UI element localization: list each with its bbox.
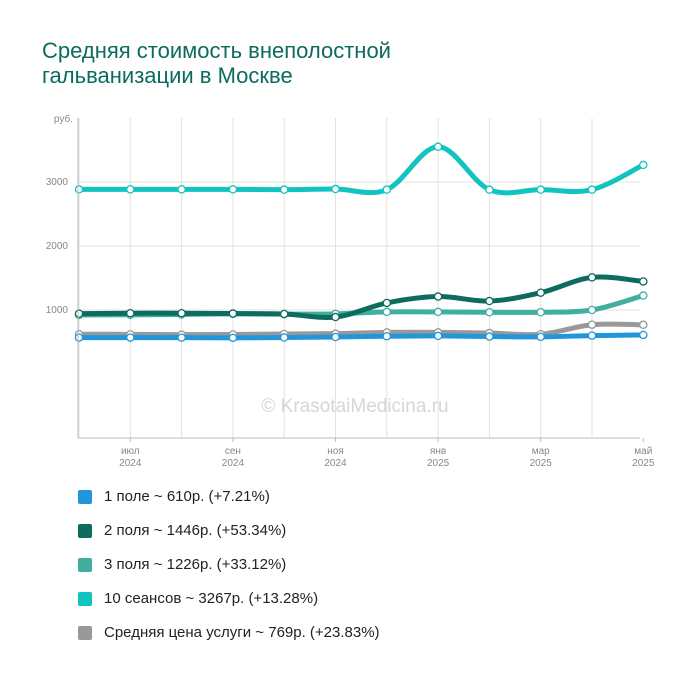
legend-label: 2 поля ~ 1446р. (+53.34%) [104, 522, 287, 539]
data-point[interactable] [587, 273, 597, 282]
legend-item[interactable]: 1 поле ~ 610р. (+7.21%) [78, 488, 380, 522]
data-point[interactable] [536, 288, 545, 297]
data-point[interactable] [331, 312, 340, 322]
legend: 1 поле ~ 610р. (+7.21%) 2 поля ~ 1446р. (… [78, 488, 380, 658]
data-point[interactable] [74, 309, 84, 318]
legend-item[interactable]: Средняя цена услуги ~ 769р. (+23.83%) [78, 624, 380, 658]
x-tick-label: янв [430, 446, 446, 457]
data-point[interactable] [228, 185, 238, 194]
series-10 сеансов [74, 142, 648, 196]
x-tick-year: 2025 [632, 458, 655, 469]
x-tick-label: июл [121, 446, 140, 457]
x-tick-label: сен [225, 446, 241, 457]
legend-swatch [78, 592, 92, 606]
x-tick-year: 2024 [119, 458, 142, 469]
data-point[interactable] [536, 332, 545, 342]
data-point[interactable] [536, 307, 545, 317]
chart-title-line-1: Средняя стоимость внеполостной [42, 38, 391, 63]
data-point[interactable] [331, 332, 340, 342]
grid [78, 118, 640, 438]
data-point[interactable] [177, 308, 186, 318]
legend-swatch [78, 558, 92, 572]
data-point[interactable] [74, 333, 84, 342]
axes: руб.100020003000июл2024сен2024ноя2024янв… [46, 113, 655, 469]
data-point[interactable] [433, 292, 443, 301]
series-line [76, 332, 646, 341]
series-2 поля [74, 273, 648, 322]
data-point[interactable] [639, 291, 648, 300]
data-point[interactable] [639, 330, 648, 340]
data-point[interactable] [279, 333, 289, 342]
data-point[interactable] [485, 307, 494, 317]
series-lines [74, 142, 648, 343]
data-point[interactable] [639, 277, 648, 286]
x-tick-year: 2025 [530, 458, 553, 469]
legend-item[interactable]: 2 поля ~ 1446р. (+53.34%) [78, 522, 380, 556]
data-point[interactable] [639, 320, 648, 330]
series-1 поле [74, 330, 648, 343]
series-line [76, 274, 646, 320]
legend-item[interactable]: 10 сеансов ~ 3267р. (+13.28%) [78, 590, 380, 624]
data-point[interactable] [485, 185, 494, 194]
data-point[interactable] [74, 185, 84, 194]
data-point[interactable] [587, 331, 597, 340]
y-tick-label: 2000 [46, 241, 69, 252]
data-point[interactable] [587, 320, 597, 329]
legend-item[interactable]: 3 поля ~ 1226р. (+33.12%) [78, 556, 380, 590]
data-point[interactable] [228, 309, 238, 318]
legend-label: 3 поля ~ 1226р. (+33.12%) [104, 556, 287, 573]
data-point[interactable] [331, 184, 340, 194]
data-point[interactable] [433, 307, 443, 317]
legend-label: 1 поле ~ 610р. (+7.21%) [104, 488, 270, 505]
line-chart: © KrasotaiMedicina.ru руб. 1000 2000 3000 ию… [46, 113, 655, 469]
data-point[interactable] [485, 296, 494, 306]
data-point[interactable] [279, 185, 289, 194]
x-tick-label: ноя [327, 446, 344, 457]
data-point[interactable] [433, 331, 443, 341]
x-tick-year: 2024 [324, 458, 347, 469]
series-line [76, 144, 646, 196]
data-point[interactable] [382, 185, 392, 194]
data-point[interactable] [279, 309, 289, 319]
x-tick-year: 2025 [427, 458, 450, 469]
data-point[interactable] [382, 298, 392, 308]
data-point[interactable] [536, 185, 545, 194]
x-tick-year: 2024 [222, 458, 245, 469]
y-tick-label: 1000 [46, 305, 69, 316]
x-tick-label: мар [532, 446, 550, 457]
data-point[interactable] [382, 331, 392, 341]
y-tick-label: 3000 [46, 177, 69, 188]
legend-swatch [78, 524, 92, 538]
data-point[interactable] [587, 185, 597, 194]
data-point[interactable] [485, 332, 494, 341]
data-point[interactable] [433, 142, 443, 152]
data-point[interactable] [382, 307, 392, 317]
data-point[interactable] [177, 333, 186, 342]
data-point[interactable] [126, 308, 135, 318]
watermark: © KrasotaiMedicina.ru [261, 396, 448, 417]
legend-label: Средняя цена услуги ~ 769р. (+23.83%) [104, 624, 380, 641]
data-point[interactable] [126, 333, 135, 342]
series-line [76, 321, 646, 338]
x-tick-label: май [634, 446, 652, 457]
legend-swatch [78, 626, 92, 640]
chart-title-line-2: гальванизации в Москве [42, 63, 293, 88]
data-point[interactable] [587, 305, 597, 315]
data-point[interactable] [639, 160, 648, 170]
y-axis-unit: руб. [54, 113, 73, 125]
data-point[interactable] [177, 185, 186, 194]
chart-title: Средняя стоимость внеполостной гальваниз… [42, 38, 602, 88]
legend-swatch [78, 490, 92, 504]
legend-label: 10 сеансов ~ 3267р. (+13.28%) [104, 590, 319, 607]
data-point[interactable] [126, 185, 135, 194]
data-point[interactable] [228, 333, 238, 343]
